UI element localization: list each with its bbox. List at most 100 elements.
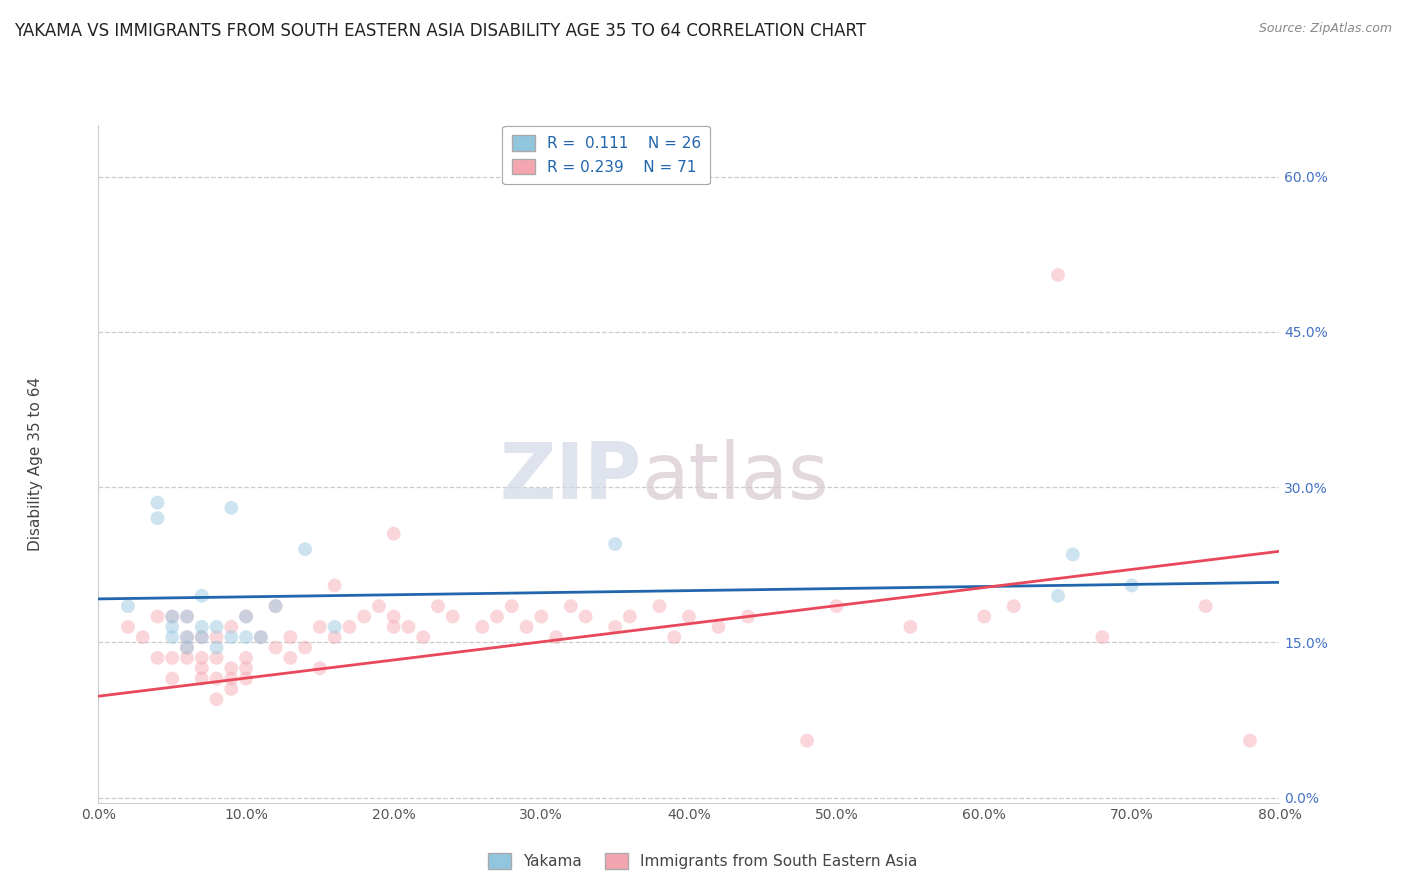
Point [1091,630,1114,644]
Point [146,496,169,510]
Point [353,609,375,624]
Point [796,733,818,747]
Point [737,609,759,624]
Point [191,651,214,665]
Point [1046,589,1069,603]
Point [235,609,257,624]
Point [605,537,627,551]
Point [146,609,169,624]
Point [162,651,183,665]
Point [191,661,214,675]
Point [900,620,922,634]
Point [191,589,214,603]
Point [1002,599,1025,614]
Point [205,692,228,706]
Point [162,672,183,686]
Text: Source: ZipAtlas.com: Source: ZipAtlas.com [1258,22,1392,36]
Point [176,640,198,655]
Point [235,672,257,686]
Point [219,500,242,515]
Point [250,630,273,644]
Point [205,651,228,665]
Point [501,599,523,614]
Point [707,620,730,634]
Point [146,511,169,525]
Point [219,681,242,696]
Point [176,609,198,624]
Text: YAKAMA VS IMMIGRANTS FROM SOUTH EASTERN ASIA DISABILITY AGE 35 TO 64 CORRELATION: YAKAMA VS IMMIGRANTS FROM SOUTH EASTERN … [14,22,866,40]
Text: ZIP: ZIP [499,440,641,516]
Point [278,651,302,665]
Point [530,609,553,624]
Point [176,630,198,644]
Point [368,599,391,614]
Point [219,661,242,675]
Point [1062,548,1084,562]
Point [219,672,242,686]
Legend: R =  0.111    N = 26, R = 0.239    N = 71: R = 0.111 N = 26, R = 0.239 N = 71 [502,126,710,184]
Point [294,640,316,655]
Point [117,620,139,634]
Point [309,620,332,634]
Point [486,609,509,624]
Point [264,599,287,614]
Point [205,640,228,655]
Point [235,630,257,644]
Point [574,609,596,624]
Point [250,630,273,644]
Point [1046,268,1069,282]
Point [323,578,346,592]
Point [264,599,287,614]
Point [162,630,183,644]
Point [323,630,346,644]
Point [678,609,700,624]
Point [191,620,214,634]
Point [191,672,214,686]
Point [337,620,360,634]
Point [619,609,641,624]
Point [205,620,228,634]
Point [264,640,287,655]
Point [427,599,450,614]
Legend: Yakama, Immigrants from South Eastern Asia: Yakama, Immigrants from South Eastern As… [482,847,924,875]
Point [544,630,567,644]
Point [191,630,214,644]
Point [278,630,302,644]
Point [162,620,183,634]
Point [605,620,627,634]
Point [382,526,405,541]
Point [219,630,242,644]
Point [176,651,198,665]
Point [205,630,228,644]
Point [412,630,434,644]
Point [664,630,686,644]
Point [219,620,242,634]
Point [1239,733,1261,747]
Point [117,599,139,614]
Point [441,609,464,624]
Point [205,672,228,686]
Point [162,609,183,624]
Point [648,599,671,614]
Point [515,620,537,634]
Point [1195,599,1218,614]
Point [382,609,405,624]
Point [294,542,316,557]
Point [235,651,257,665]
Text: atlas: atlas [641,440,830,516]
Point [560,599,582,614]
Point [176,630,198,644]
Point [176,640,198,655]
Point [162,609,183,624]
Point [825,599,848,614]
Text: Disability Age 35 to 64: Disability Age 35 to 64 [28,376,42,551]
Point [132,630,155,644]
Point [146,651,169,665]
Point [235,609,257,624]
Point [323,620,346,634]
Point [309,661,332,675]
Point [235,661,257,675]
Point [176,609,198,624]
Point [396,620,419,634]
Point [191,630,214,644]
